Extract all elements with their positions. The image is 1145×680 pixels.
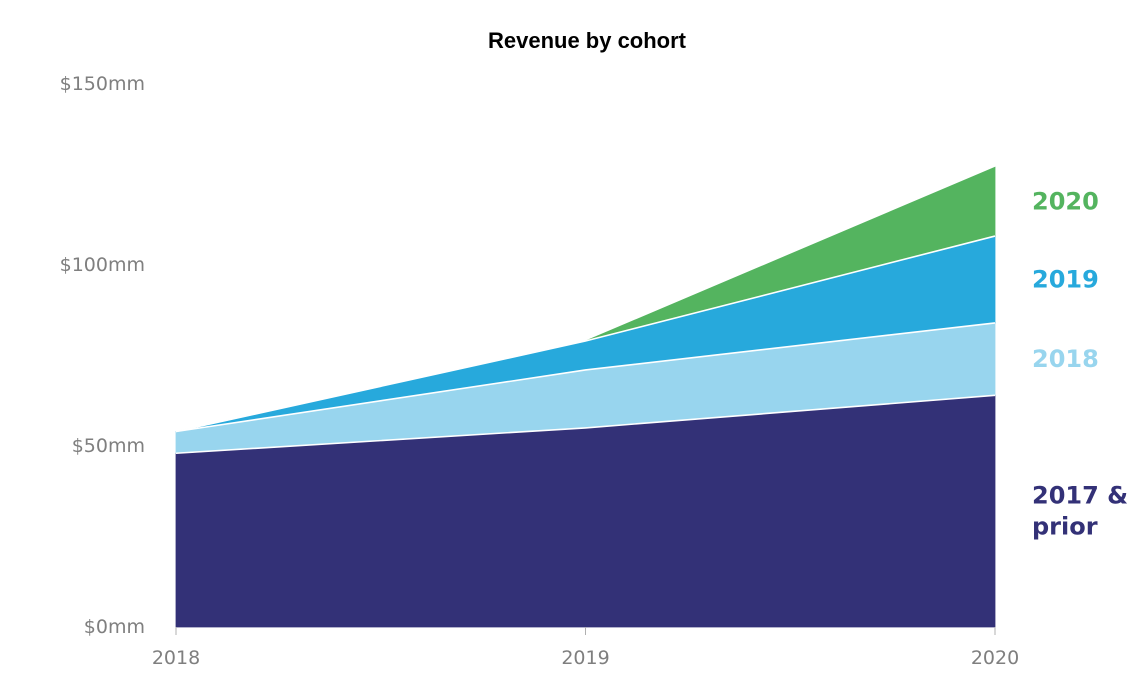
series-label-2017-prior: 2017 & prior [1032,482,1128,541]
x-axis: 2018 2019 2020 [152,627,1019,669]
y-axis: $0mm $50mm $100mm $150mm [60,73,145,638]
x-tick-label: 2019 [561,647,609,669]
y-tick-label: $100mm [60,254,145,276]
series-label-2018: 2018 [1032,345,1099,373]
boundary-line-2017-prior [175,394,996,455]
boundary-line-2018 [175,322,996,433]
boundary-line-2019 [175,235,996,433]
y-tick-label: $150mm [60,73,145,95]
series-labels: 2017 & prior 2018 2019 2020 [1032,188,1128,541]
boundary-lines [175,235,996,455]
series-label-2019: 2019 [1032,265,1099,293]
series-label-2020: 2020 [1032,188,1099,216]
y-tick-label: $0mm [84,616,145,638]
chart-title: Revenue by cohort [488,28,687,53]
y-tick-label: $50mm [72,435,145,457]
x-tick-label: 2020 [971,647,1019,669]
areas-layer [175,166,996,628]
x-tick-label: 2018 [152,647,200,669]
